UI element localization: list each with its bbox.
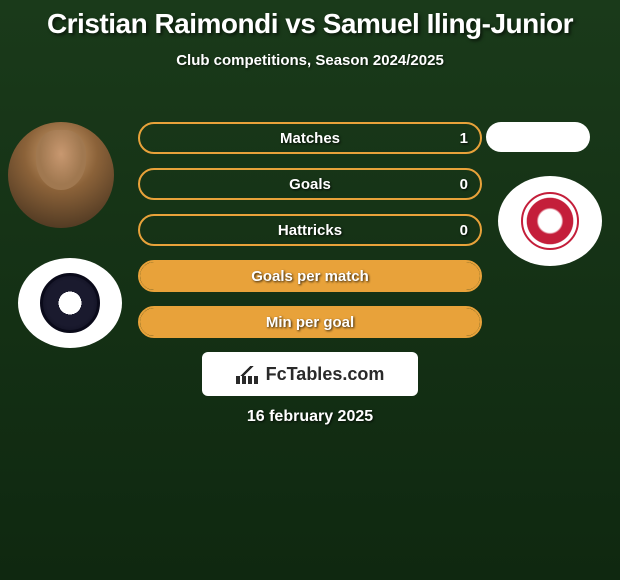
branding-text: FcTables.com (266, 364, 385, 385)
branding-box: FcTables.com (202, 352, 418, 396)
stat-row: Matches1 (138, 122, 482, 154)
stat-row: Hattricks0 (138, 214, 482, 246)
stat-label: Goals per match (140, 268, 480, 285)
stat-label: Goals (140, 176, 480, 193)
stat-value-right: 0 (460, 222, 468, 239)
chart-icon (236, 364, 260, 384)
stat-row: Min per goal (138, 306, 482, 338)
stat-value-right: 1 (460, 130, 468, 147)
stat-row: Goals per match (138, 260, 482, 292)
stat-label: Hattricks (140, 222, 480, 239)
player-right-avatar (486, 122, 590, 152)
stat-label: Min per goal (140, 314, 480, 331)
club-badge-left (18, 258, 122, 348)
page-subtitle: Club competitions, Season 2024/2025 (0, 52, 620, 69)
club-badge-right (498, 176, 602, 266)
player-left-avatar (8, 122, 114, 228)
page-title: Cristian Raimondi vs Samuel Iling-Junior (0, 0, 620, 40)
stats-container: Matches1Goals0Hattricks0Goals per matchM… (138, 122, 482, 352)
stat-label: Matches (140, 130, 480, 147)
stat-row: Goals0 (138, 168, 482, 200)
footer-date: 16 february 2025 (0, 408, 620, 426)
stat-value-right: 0 (460, 176, 468, 193)
